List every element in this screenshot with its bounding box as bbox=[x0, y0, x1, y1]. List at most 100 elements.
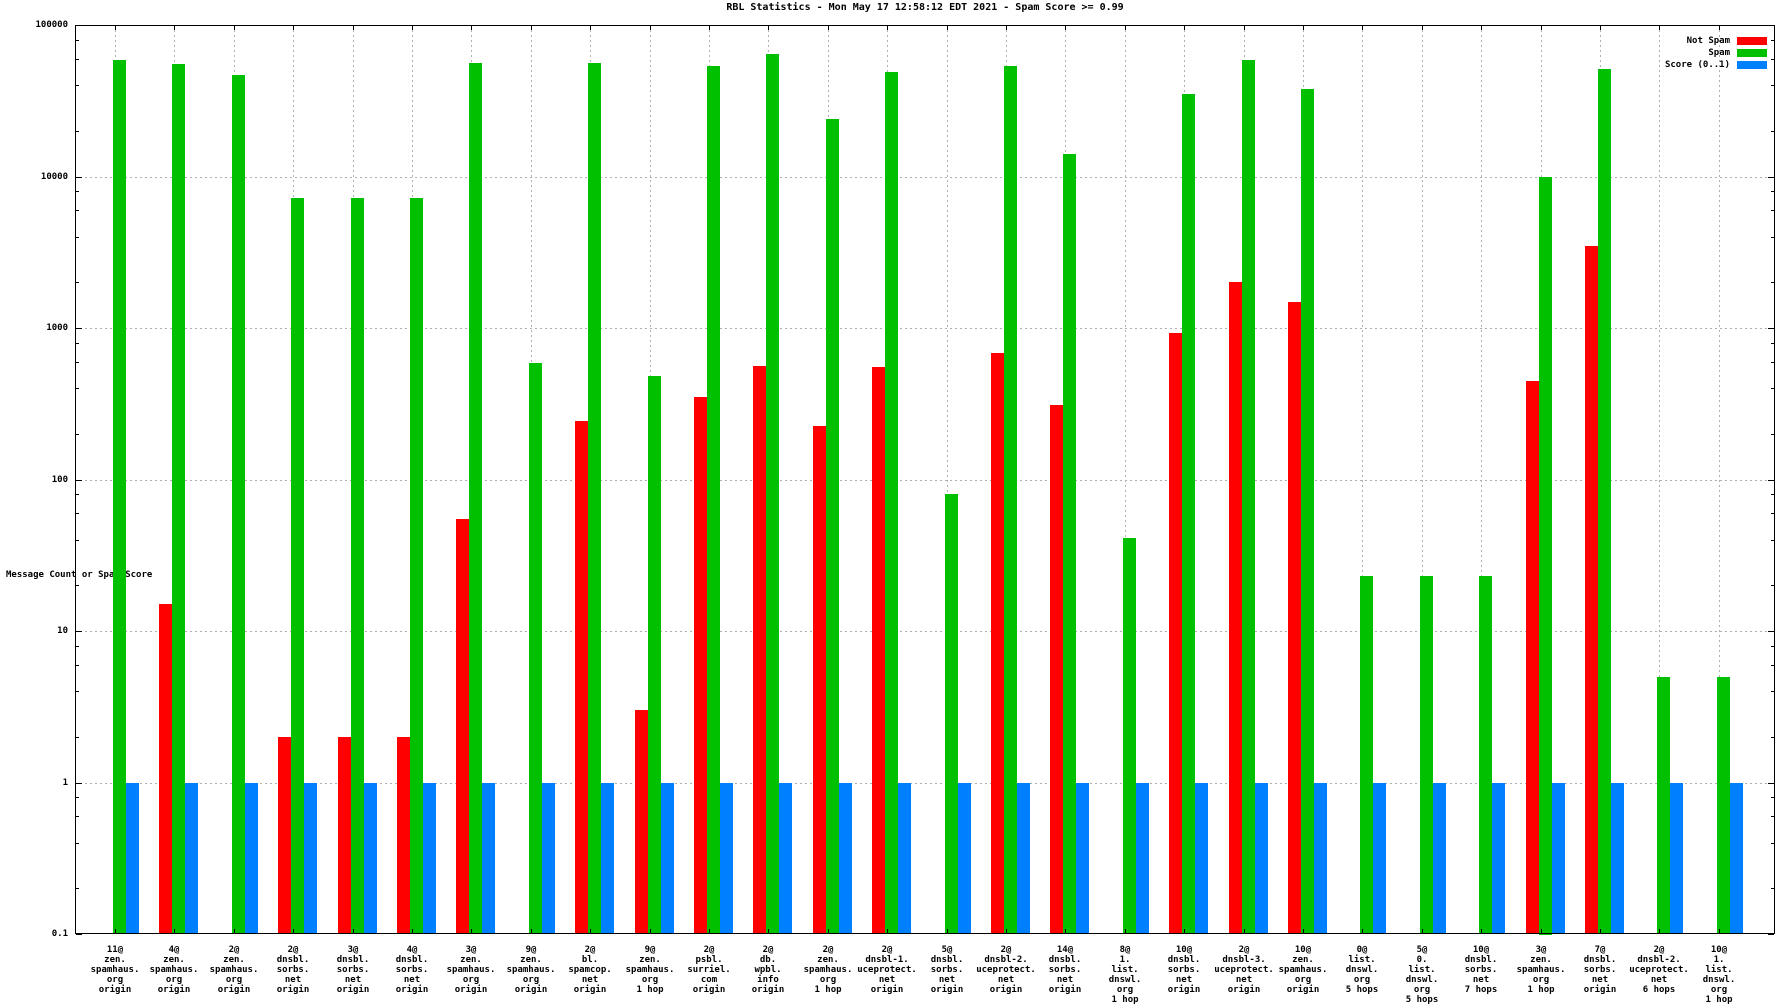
bar-spam bbox=[707, 66, 720, 934]
bar-spam bbox=[588, 63, 601, 934]
x-tick-label: 2@ zen. spamhaus. org origin bbox=[209, 945, 259, 995]
y-tick-label: 0.1 bbox=[51, 929, 68, 939]
y-minor-tick-mark bbox=[1771, 665, 1774, 666]
y-minor-tick-mark bbox=[76, 691, 79, 692]
x-tick-label: 14@ dnsbl. sorbs. net origin bbox=[1048, 945, 1082, 995]
y-minor-tick-mark bbox=[1771, 237, 1774, 238]
x-tick-mark bbox=[353, 929, 354, 933]
x-tick-label: 5@ dnsbl. sorbs. net origin bbox=[930, 945, 964, 995]
bar-not-spam bbox=[1229, 282, 1242, 934]
bar-score-0-1 bbox=[839, 783, 852, 934]
bar-spam bbox=[351, 198, 364, 934]
gridline-vertical bbox=[1481, 25, 1483, 934]
x-tick-label: 2@ dnsbl-2. uceprotect. net 6 hops bbox=[1629, 945, 1689, 995]
y-minor-tick-mark bbox=[76, 282, 79, 283]
bar-not-spam bbox=[575, 421, 588, 934]
x-tick-mark bbox=[1244, 929, 1245, 933]
y-minor-tick-mark bbox=[76, 513, 79, 514]
x-tick-mark bbox=[1481, 26, 1482, 30]
y-tick-label: 10 bbox=[57, 626, 68, 636]
bar-spam bbox=[410, 198, 423, 934]
gridline-horizontal bbox=[75, 328, 1775, 329]
bar-not-spam bbox=[991, 353, 1004, 934]
y-minor-tick-mark bbox=[76, 646, 79, 647]
x-tick-mark bbox=[887, 929, 888, 933]
y-minor-tick-mark bbox=[1771, 59, 1774, 60]
y-tick-mark bbox=[1768, 631, 1774, 632]
x-tick-label: 9@ zen. spamhaus. org 1 hop bbox=[625, 945, 675, 995]
x-tick-label: 7@ dnsbl. sorbs. net origin bbox=[1583, 945, 1617, 995]
x-tick-mark bbox=[293, 26, 294, 30]
bar-spam bbox=[113, 60, 126, 934]
x-tick-mark bbox=[650, 26, 651, 30]
bar-score-0-1 bbox=[1492, 783, 1505, 934]
x-tick-label: 5@ 0. list. dnswl. org 5 hops bbox=[1405, 945, 1439, 1005]
y-tick-mark bbox=[76, 631, 82, 632]
x-tick-label: 0@ list. dnswl. org 5 hops bbox=[1345, 945, 1379, 995]
bar-spam bbox=[232, 75, 245, 934]
x-tick-mark bbox=[1541, 26, 1542, 30]
x-tick-mark bbox=[768, 26, 769, 30]
x-tick-mark bbox=[1125, 929, 1126, 933]
y-minor-tick-mark bbox=[76, 388, 79, 389]
y-minor-tick-mark bbox=[76, 85, 79, 86]
gridline-vertical bbox=[1659, 25, 1661, 934]
y-minor-tick-mark bbox=[76, 585, 79, 586]
bar-not-spam bbox=[159, 604, 172, 934]
y-minor-tick-mark bbox=[76, 816, 79, 817]
bar-spam bbox=[945, 494, 958, 934]
x-tick-mark bbox=[1600, 929, 1601, 933]
x-tick-label: 11@ zen. spamhaus. org origin bbox=[90, 945, 140, 995]
bar-score-0-1 bbox=[126, 783, 139, 934]
y-tick-label: 100000 bbox=[35, 20, 68, 30]
y-tick-label: 10000 bbox=[40, 172, 68, 182]
bar-score-0-1 bbox=[1611, 783, 1624, 934]
x-tick-label: 10@ dnsbl. sorbs. net origin bbox=[1167, 945, 1201, 995]
y-tick-label: 100 bbox=[51, 475, 68, 485]
x-tick-mark bbox=[174, 929, 175, 933]
x-tick-mark bbox=[1422, 26, 1423, 30]
y-minor-tick-mark bbox=[76, 362, 79, 363]
bar-score-0-1 bbox=[1730, 783, 1743, 934]
x-tick-mark bbox=[471, 26, 472, 30]
chart-title: RBL Statistics - Mon May 17 12:58:12 EDT… bbox=[726, 2, 1124, 13]
y-minor-tick-mark bbox=[76, 540, 79, 541]
y-minor-tick-mark bbox=[1771, 434, 1774, 435]
y-minor-tick-mark bbox=[76, 434, 79, 435]
bar-not-spam bbox=[813, 426, 826, 934]
y-minor-tick-mark bbox=[76, 797, 79, 798]
y-tick-mark bbox=[76, 328, 82, 329]
gridline-horizontal bbox=[75, 480, 1775, 481]
y-minor-tick-mark bbox=[76, 59, 79, 60]
x-tick-mark bbox=[412, 26, 413, 30]
x-tick-mark bbox=[234, 26, 235, 30]
y-minor-tick-mark bbox=[1771, 797, 1774, 798]
y-minor-tick-mark bbox=[76, 737, 79, 738]
bar-score-0-1 bbox=[720, 783, 733, 934]
y-minor-tick-mark bbox=[1771, 210, 1774, 211]
gridline-horizontal bbox=[75, 631, 1775, 632]
x-tick-mark bbox=[1065, 929, 1066, 933]
bar-spam bbox=[1301, 89, 1314, 934]
x-tick-mark bbox=[1362, 26, 1363, 30]
bar-not-spam bbox=[1288, 302, 1301, 934]
bar-spam bbox=[291, 198, 304, 934]
y-tick-mark bbox=[76, 783, 82, 784]
x-tick-mark bbox=[650, 929, 651, 933]
x-tick-mark bbox=[1184, 26, 1185, 30]
y-minor-tick-mark bbox=[1771, 494, 1774, 495]
x-tick-mark bbox=[768, 929, 769, 933]
bar-score-0-1 bbox=[1433, 783, 1446, 934]
x-tick-label: 9@ zen. spamhaus. org origin bbox=[506, 945, 556, 995]
bar-score-0-1 bbox=[958, 783, 971, 934]
bar-score-0-1 bbox=[1076, 783, 1089, 934]
y-tick-mark bbox=[1768, 480, 1774, 481]
legend-label-spam: Spam bbox=[1708, 48, 1730, 58]
x-tick-mark bbox=[590, 26, 591, 30]
bar-spam bbox=[529, 363, 542, 934]
x-tick-mark bbox=[1719, 929, 1720, 933]
gridline-vertical bbox=[1362, 25, 1364, 934]
bar-not-spam bbox=[872, 367, 885, 934]
y-minor-tick-mark bbox=[1771, 691, 1774, 692]
x-tick-label: 3@ dnsbl. sorbs. net origin bbox=[336, 945, 370, 995]
